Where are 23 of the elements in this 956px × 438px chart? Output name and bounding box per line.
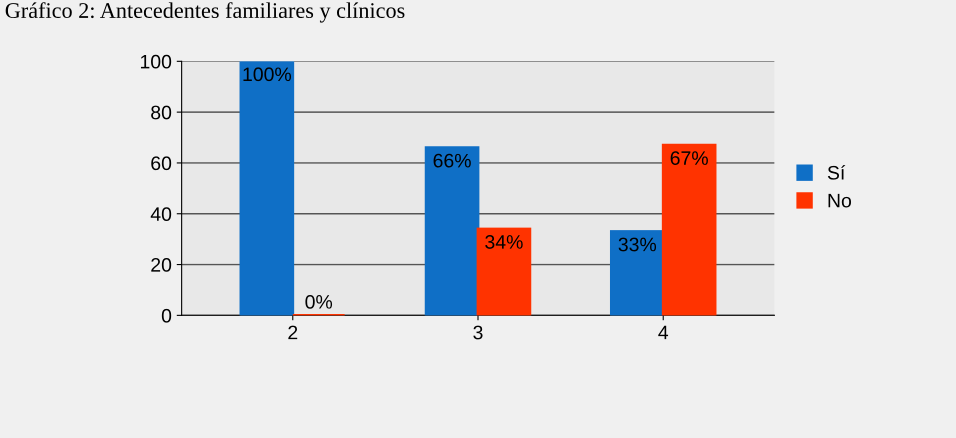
legend-label: Sí	[828, 165, 846, 180]
bar	[240, 61, 294, 316]
y-tick-label: 100	[140, 54, 172, 69]
y-tick-label: 80	[151, 106, 172, 120]
y-tick-label: 20	[151, 258, 172, 272]
data-label: 67%	[670, 151, 708, 165]
chart-title: Gráfico 2: Antecedentes familiares y clínicos	[6, 2, 404, 23]
x-tick-label: 4	[658, 326, 668, 340]
bar	[476, 228, 532, 316]
y-tick-label: 40	[150, 207, 172, 221]
data-label: 66%	[434, 154, 471, 168]
bar	[610, 230, 665, 316]
data-label: 33%	[618, 238, 656, 252]
bar	[424, 146, 480, 316]
data-label: 100%	[243, 67, 292, 82]
y-tick-label: 0	[162, 308, 172, 323]
x-tick-label: 2	[288, 326, 298, 340]
x-tick-label: 3	[473, 326, 483, 340]
legend-label: No	[828, 194, 851, 208]
y-tick-label: 60	[151, 156, 172, 170]
data-label: 34%	[485, 235, 523, 249]
bar	[662, 144, 716, 316]
data-label: 0%	[305, 294, 332, 309]
